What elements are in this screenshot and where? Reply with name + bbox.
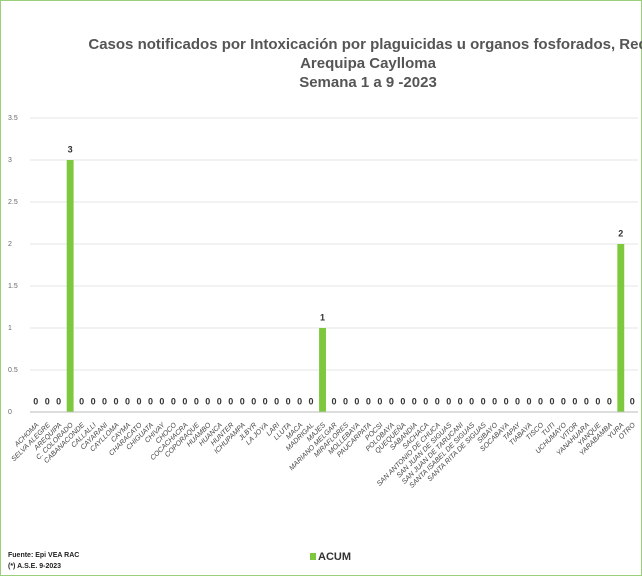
legend-label: ACUM [318, 551, 351, 563]
chart-title: Casos notificados por Intoxicación por p… [88, 36, 642, 53]
value-label: 0 [114, 396, 119, 406]
value-label: 0 [458, 396, 463, 406]
y-tick-label: 0.5 [8, 367, 18, 374]
y-tick-label: 2 [8, 241, 12, 248]
value-label: 0 [286, 396, 291, 406]
footnote: (*) A.S.E. 9-2023 [8, 563, 61, 570]
value-label: 0 [412, 396, 417, 406]
value-label: 1 [320, 312, 325, 322]
y-tick-label: 1.5 [8, 283, 18, 290]
value-label: 0 [102, 396, 107, 406]
value-label: 0 [217, 396, 222, 406]
value-label: 0 [240, 396, 245, 406]
value-label: 0 [343, 396, 348, 406]
value-label: 0 [630, 396, 635, 406]
value-label: 0 [481, 396, 486, 406]
value-label: 0 [56, 396, 61, 406]
value-label: 0 [148, 396, 153, 406]
value-label: 0 [171, 396, 176, 406]
value-label: 0 [205, 396, 210, 406]
value-label: 0 [492, 396, 497, 406]
value-label: 0 [400, 396, 405, 406]
bar [617, 244, 625, 412]
value-label: 0 [504, 396, 509, 406]
bar [319, 328, 326, 412]
value-label: 0 [159, 396, 164, 406]
value-label: 0 [309, 396, 314, 406]
legend-swatch [310, 553, 316, 560]
value-label: 0 [549, 396, 554, 406]
value-label: 0 [263, 396, 268, 406]
value-label: 0 [595, 396, 600, 406]
value-label: 0 [125, 396, 130, 406]
value-label: 0 [194, 396, 199, 406]
value-label: 0 [251, 396, 256, 406]
y-tick-label: 3 [8, 157, 12, 164]
chart-title: Arequipa Caylloma [300, 55, 437, 72]
value-label: 0 [389, 396, 394, 406]
value-label: 0 [366, 396, 371, 406]
value-label: 2 [618, 228, 623, 238]
value-label: 0 [584, 396, 589, 406]
value-label: 0 [446, 396, 451, 406]
value-label: 3 [68, 144, 73, 154]
value-label: 0 [538, 396, 543, 406]
y-tick-label: 2.5 [8, 199, 18, 206]
value-label: 0 [45, 396, 50, 406]
value-label: 0 [33, 396, 38, 406]
y-tick-label: 0 [8, 409, 12, 416]
value-label: 0 [331, 396, 336, 406]
value-label: 0 [572, 396, 577, 406]
value-label: 0 [377, 396, 382, 406]
bar [66, 160, 74, 412]
value-label: 0 [607, 396, 612, 406]
value-label: 0 [136, 396, 141, 406]
y-tick-label: 3.5 [8, 115, 18, 122]
value-label: 0 [91, 396, 96, 406]
value-label: 0 [561, 396, 566, 406]
value-label: 0 [515, 396, 520, 406]
value-label: 0 [274, 396, 279, 406]
y-tick-label: 1 [8, 325, 12, 332]
value-label: 0 [423, 396, 428, 406]
value-label: 0 [435, 396, 440, 406]
footnote: Fuente: Epi VEA RAC [8, 552, 79, 559]
value-label: 0 [228, 396, 233, 406]
value-label: 0 [469, 396, 474, 406]
value-label: 0 [354, 396, 359, 406]
value-label: 0 [297, 396, 302, 406]
value-label: 0 [182, 396, 187, 406]
value-label: 0 [527, 396, 532, 406]
chart-title: Semana 1 a 9 -2023 [299, 74, 437, 91]
value-label: 0 [79, 396, 84, 406]
